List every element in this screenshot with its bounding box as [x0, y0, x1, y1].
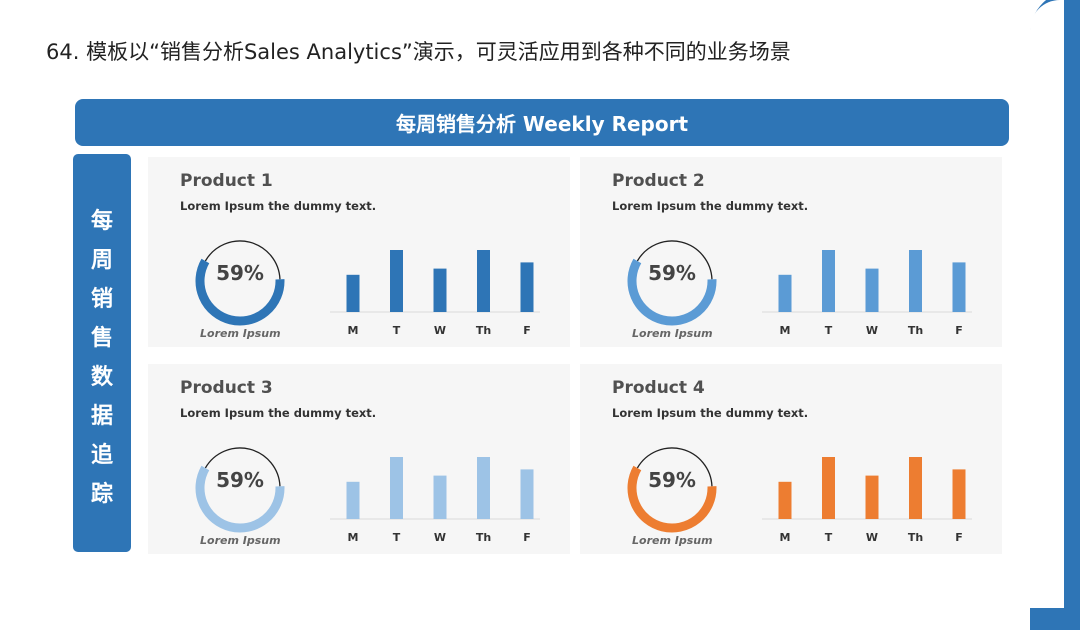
bar-W — [433, 475, 447, 519]
bar-M — [346, 481, 360, 519]
side-label-char: 销 — [90, 287, 113, 312]
tick-label-F: F — [955, 531, 963, 544]
product-card-1: Product 1 Lorem Ipsum the dummy text. 59… — [148, 157, 570, 347]
donut-value-arc — [627, 465, 717, 533]
donut-value-label: 59% — [216, 261, 264, 285]
side-label-char: 售 — [90, 326, 113, 351]
card-subtitle: Lorem Ipsum the dummy text. — [612, 406, 809, 420]
donut-chart — [627, 447, 717, 533]
donut-caption: Lorem Ipsum — [200, 327, 281, 340]
bar-W — [865, 268, 879, 312]
donut-remainder-arc — [204, 447, 281, 487]
tick-label-Th: Th — [908, 531, 923, 544]
tick-label-M: M — [348, 531, 359, 544]
bar-M — [778, 274, 792, 312]
card-title: Product 4 — [612, 378, 705, 398]
bar-Th — [909, 250, 922, 312]
donut-chart — [627, 240, 717, 326]
card-subtitle: Lorem Ipsum the dummy text. — [180, 406, 377, 420]
bar-W — [865, 475, 879, 519]
card-title: Product 1 — [180, 171, 273, 191]
bar-Th — [477, 457, 490, 519]
decorative-right-band-inner — [1030, 0, 1064, 608]
report-banner-title: 每周销售分析 Weekly Report — [395, 112, 689, 136]
bar-T — [822, 250, 835, 312]
side-label-char: 周 — [90, 248, 113, 273]
card-subtitle: Lorem Ipsum the dummy text. — [180, 199, 377, 213]
tick-label-W: W — [434, 324, 446, 337]
donut-remainder-arc — [204, 240, 281, 280]
bar-Th — [477, 250, 490, 312]
tick-label-T: T — [393, 531, 401, 544]
side-label-char: 据 — [90, 404, 113, 429]
tick-label-F: F — [523, 324, 531, 337]
tick-label-T: T — [825, 324, 833, 337]
bar-chart: M T W Th F — [330, 250, 540, 337]
report-banner: 每周销售分析 Weekly Report — [75, 99, 1009, 146]
tick-label-W: W — [866, 531, 878, 544]
donut-remainder-arc — [636, 447, 713, 487]
side-label-bar: 每 周 销 售 数 据 追 踪 — [73, 154, 131, 552]
card-subtitle: Lorem Ipsum the dummy text. — [612, 199, 809, 213]
page-title: 64. 模板以“销售分析Sales Analytics”演示，可灵活应用到各种不… — [46, 40, 791, 64]
tick-label-Th: Th — [908, 324, 923, 337]
bar-F — [952, 469, 966, 519]
bar-F — [520, 262, 534, 312]
bar-F — [520, 469, 534, 519]
donut-caption: Lorem Ipsum — [200, 534, 281, 547]
donut-chart — [195, 240, 285, 326]
tick-label-M: M — [348, 324, 359, 337]
donut-remainder-arc — [636, 240, 713, 280]
bar-chart: M T W Th F — [762, 457, 972, 544]
side-label-char: 踪 — [90, 482, 113, 507]
bar-Th — [909, 457, 922, 519]
tick-label-W: W — [434, 531, 446, 544]
side-label-char: 追 — [90, 443, 113, 468]
side-label-char: 数 — [90, 365, 113, 390]
tick-label-T: T — [825, 531, 833, 544]
donut-value-label: 59% — [216, 468, 264, 492]
bar-W — [433, 268, 447, 312]
donut-caption: Lorem Ipsum — [632, 327, 713, 340]
bar-T — [822, 457, 835, 519]
side-label-char: 每 — [90, 209, 113, 234]
product-card-4: Product 4 Lorem Ipsum the dummy text. 59… — [580, 364, 1002, 554]
product-card-3: Product 3 Lorem Ipsum the dummy text. 59… — [148, 364, 570, 554]
tick-label-M: M — [780, 324, 791, 337]
bar-chart: M T W Th F — [762, 250, 972, 337]
donut-value-label: 59% — [648, 261, 696, 285]
tick-label-Th: Th — [476, 531, 491, 544]
tick-label-F: F — [955, 324, 963, 337]
tick-label-F: F — [523, 531, 531, 544]
tick-label-Th: Th — [476, 324, 491, 337]
product-card-2: Product 2 Lorem Ipsum the dummy text. 59… — [580, 157, 1002, 347]
bar-F — [952, 262, 966, 312]
bar-M — [346, 274, 360, 312]
card-title: Product 2 — [612, 171, 705, 191]
donut-value-label: 59% — [648, 468, 696, 492]
donut-value-arc — [195, 465, 285, 533]
donut-chart — [195, 447, 285, 533]
tick-label-T: T — [393, 324, 401, 337]
tick-label-W: W — [866, 324, 878, 337]
donut-value-arc — [195, 258, 285, 326]
donut-caption: Lorem Ipsum — [632, 534, 713, 547]
bar-M — [778, 481, 792, 519]
card-title: Product 3 — [180, 378, 273, 398]
tick-label-M: M — [780, 531, 791, 544]
bar-T — [390, 457, 403, 519]
bar-T — [390, 250, 403, 312]
bar-chart: M T W Th F — [330, 457, 540, 544]
donut-value-arc — [627, 258, 717, 326]
